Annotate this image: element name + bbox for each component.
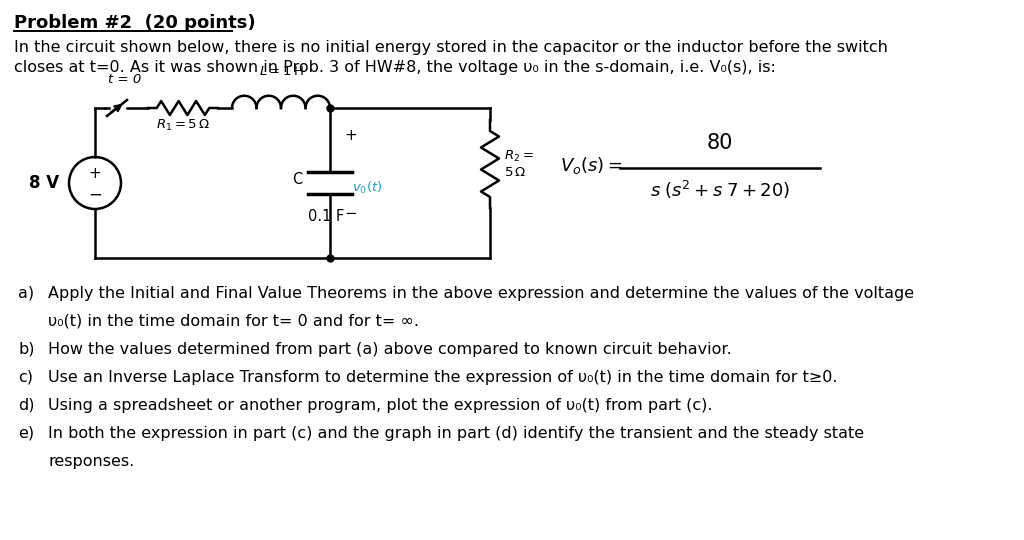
Text: $L = 1\,\mathrm{H}$: $L = 1\,\mathrm{H}$ [259,65,303,78]
Text: e): e) [18,426,34,441]
Text: Problem #2  (20 points): Problem #2 (20 points) [14,14,256,32]
Text: Apply the Initial and Final Value Theorems in the above expression and determine: Apply the Initial and Final Value Theore… [48,286,914,301]
Text: 8 V: 8 V [29,174,59,192]
Text: d): d) [18,398,35,413]
Text: +: + [344,129,356,144]
Text: 0.1 F: 0.1 F [308,209,344,224]
Text: Using a spreadsheet or another program, plot the expression of υ₀(t) from part (: Using a spreadsheet or another program, … [48,398,713,413]
Text: $R_1 = 5\,\Omega$: $R_1 = 5\,\Omega$ [156,118,210,133]
Text: −: − [88,186,102,204]
Text: $s\;(s^2 + s\;7 + 20)$: $s\;(s^2 + s\;7 + 20)$ [650,179,791,201]
Text: t = 0: t = 0 [108,73,141,86]
Text: $V_o(s) =$: $V_o(s) =$ [560,154,623,176]
Text: 80: 80 [707,133,733,153]
Text: +: + [89,165,101,180]
Text: υ₀(t) in the time domain for t= 0 and for t= ∞.: υ₀(t) in the time domain for t= 0 and fo… [48,314,419,329]
Text: $R_2 =$
$5\,\Omega$: $R_2 =$ $5\,\Omega$ [504,149,534,179]
Text: c): c) [18,370,33,385]
Text: −: − [344,206,356,220]
Text: In the circuit shown below, there is no initial energy stored in the capacitor o: In the circuit shown below, there is no … [14,40,888,55]
Text: closes at t=0. As it was shown in Prob. 3 of HW#8, the voltage υ₀ in the s-domai: closes at t=0. As it was shown in Prob. … [14,60,776,75]
Text: Use an Inverse Laplace Transform to determine the expression of υ₀(t) in the tim: Use an Inverse Laplace Transform to dete… [48,370,838,385]
Text: b): b) [18,342,35,357]
Text: responses.: responses. [48,454,134,469]
Text: $v_0(t)$: $v_0(t)$ [352,180,382,196]
Text: a): a) [18,286,34,301]
Text: How the values determined from part (a) above compared to known circuit behavior: How the values determined from part (a) … [48,342,732,357]
Text: C: C [292,172,302,186]
Text: In both the expression in part (c) and the graph in part (d) identify the transi: In both the expression in part (c) and t… [48,426,864,441]
